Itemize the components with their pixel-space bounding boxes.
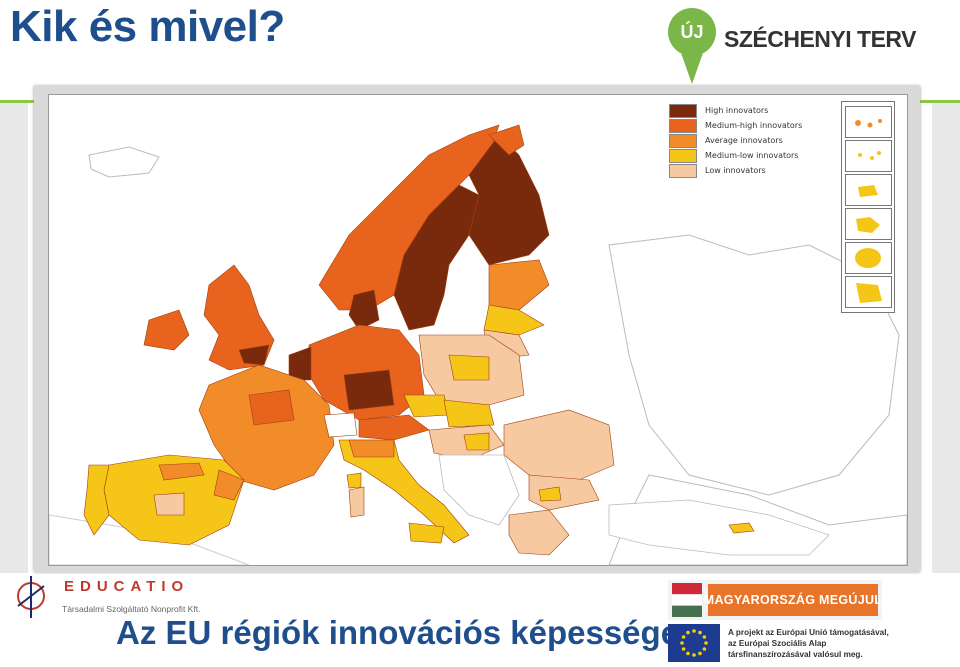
legend-label: Average innovators [705, 136, 783, 145]
magyarorszag-megujul-text: MAGYARORSZÁG MEGÚJUL [704, 584, 882, 616]
legend-swatch-medium-low [669, 148, 697, 163]
europe-map-svg [49, 95, 907, 565]
legend-item: Medium-low innovators [669, 148, 802, 163]
inset-guadeloupe [845, 208, 892, 240]
legend-label: High innovators [705, 106, 769, 115]
legend-label: Low innovators [705, 166, 766, 175]
region-ireland [143, 309, 190, 351]
region-france [198, 364, 335, 491]
slide-subtitle: Az EU régiók innovációs képessége [116, 614, 680, 651]
map-legend: High innovators Medium-high innovators A… [669, 103, 802, 178]
eu-notice-line: az Európai Szociális Alap [728, 639, 827, 648]
region-baltics [488, 259, 550, 311]
szechenyi-terv-text: SZÉCHENYI TERV [724, 26, 916, 52]
slide-title: Kik és mivel? [10, 2, 285, 51]
left-side-panel [0, 103, 28, 573]
region-italy [338, 439, 470, 544]
eu-notice-line: A projekt az Európai Unió támogatásával, [728, 628, 889, 637]
map-frame: High innovators Medium-high innovators A… [34, 86, 920, 572]
educatio-subtitle: Társadalmi Szolgáltató Nonprofit Kft. [62, 604, 201, 614]
educatio-emblem-icon [17, 576, 45, 618]
legend-label: Medium-high innovators [705, 121, 803, 130]
legend-label: Medium-low innovators [705, 151, 799, 160]
map-pin-icon [668, 8, 716, 84]
legend-swatch-low [669, 163, 697, 178]
legend-item: Medium-high innovators [669, 118, 802, 133]
region-denmark [348, 289, 380, 331]
hungarian-flag-icon [672, 583, 702, 617]
region-greece [508, 509, 570, 556]
right-side-panel [932, 103, 960, 573]
magyarorszag-megujul-banner: MAGYARORSZÁG MEGÚJUL [668, 580, 882, 620]
inset-reunion [845, 242, 892, 274]
inset-azores [845, 140, 892, 172]
legend-swatch-medium-high [669, 118, 697, 133]
educatio-name: EDUCATIO [64, 578, 190, 595]
inset-canary-islands [845, 106, 892, 138]
inset-french-guiana [845, 276, 892, 308]
legend-item: High innovators [669, 103, 802, 118]
eu-flag-icon [668, 624, 720, 662]
eu-notice-line: társfinanszírozásával valósul meg. [728, 650, 863, 659]
educatio-logo: EDUCATIO Társadalmi Szolgáltató Nonprofi… [8, 574, 228, 620]
region-portugal [83, 464, 110, 536]
legend-swatch-average [669, 133, 697, 148]
szechenyi-uj-label: ÚJ [680, 22, 704, 42]
szechenyi-terv-logo: ÚJ SZÉCHENYI TERV [664, 6, 934, 86]
map-insets-panel [841, 101, 895, 313]
region-romania [503, 409, 615, 481]
legend-item: Low innovators [669, 163, 802, 178]
eu-funding-notice: A projekt az Európai Unió támogatásával,… [728, 627, 889, 660]
innovation-map: High innovators Medium-high innovators A… [48, 94, 908, 566]
legend-swatch-high [669, 103, 697, 118]
region-austria [358, 414, 430, 441]
inset-madeira [845, 174, 892, 206]
legend-item: Average innovators [669, 133, 802, 148]
